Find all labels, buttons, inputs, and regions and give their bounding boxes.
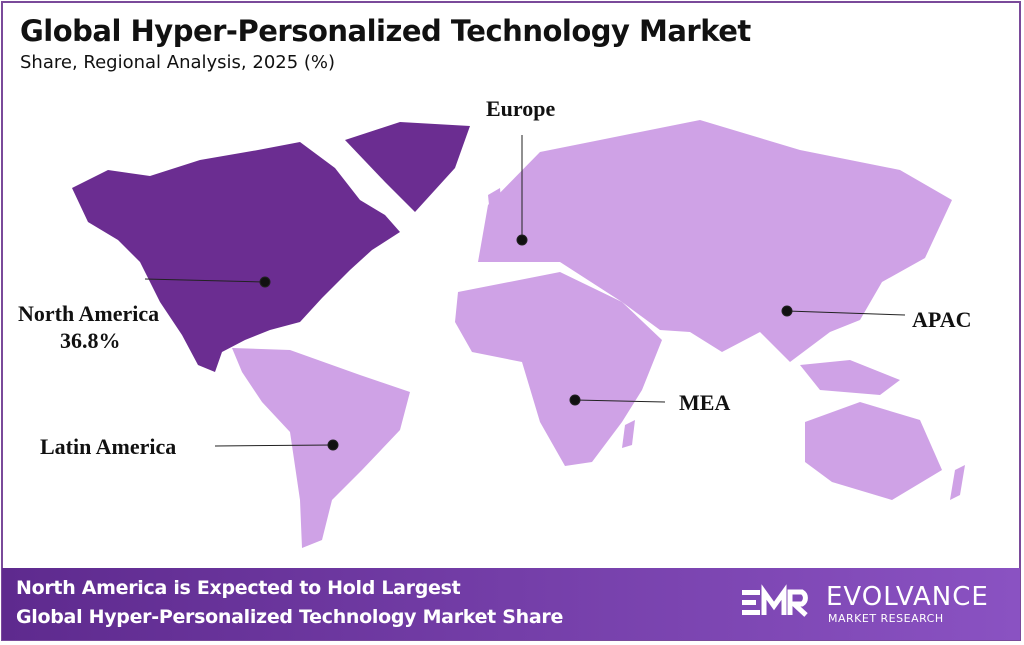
- se-asia-islands-shape: [800, 360, 900, 395]
- north-america-marker: [259, 276, 271, 288]
- footer-banner: North America is Expected to Hold Larges…: [2, 568, 1020, 640]
- apac-marker: [781, 305, 793, 317]
- europe-marker: [516, 234, 528, 246]
- evolvance-logo: EVOLVANCE MARKET RESEARCH: [742, 582, 988, 626]
- south-america-shape: [232, 348, 410, 548]
- new-zealand-shape: [950, 465, 965, 500]
- greenland-shape: [345, 122, 470, 212]
- label-north-america: North America: [18, 301, 160, 326]
- label-mea: MEA: [679, 390, 731, 415]
- eurasia-shape: [478, 120, 952, 362]
- label-apac: APAC: [912, 307, 972, 332]
- label-europe: Europe: [486, 96, 556, 121]
- north-america-shape: [72, 142, 400, 372]
- page-subtitle: Share, Regional Analysis, 2025 (%): [20, 52, 336, 73]
- japan-shape: [860, 250, 875, 300]
- uk-shape: [488, 188, 502, 215]
- page-title: Global Hyper-Personalized Technology Mar…: [20, 14, 751, 48]
- mea-marker: [569, 394, 581, 406]
- label-latin-america: Latin America: [40, 434, 177, 459]
- africa-shape: [455, 272, 662, 466]
- madagascar-shape: [622, 420, 635, 448]
- latin-america-marker: [327, 439, 339, 451]
- logo-tagline: MARKET RESEARCH: [828, 612, 944, 625]
- australia-shape: [805, 402, 942, 500]
- logo-name: EVOLVANCE: [826, 582, 989, 612]
- emr-logo-mark: [742, 584, 808, 617]
- north-america-region: [72, 122, 470, 372]
- value-north-america: 36.8%: [60, 328, 121, 353]
- footer-text: North America is Expected to Hold Larges…: [16, 577, 564, 628]
